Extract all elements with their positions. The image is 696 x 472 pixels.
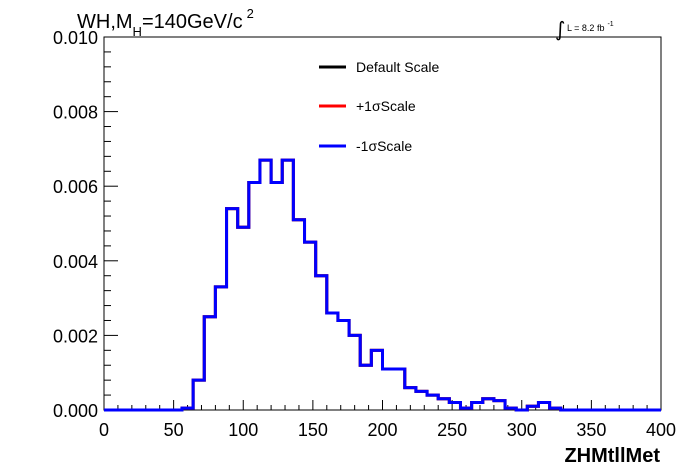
x-tick-label: 50: [164, 420, 184, 440]
x-axis-title: ZHMtllMet: [564, 445, 660, 467]
lumi-prefix: L = 8.2 fb: [567, 23, 604, 33]
y-tick-label: 0.008: [53, 103, 98, 123]
chart-title: WH,MH=140GeV/c 2: [77, 6, 254, 39]
x-tick-label: 200: [367, 420, 397, 440]
series-minus1sigma-scale: [104, 158, 661, 412]
y-axis: 0.000 0.002 0.004 0.006 0.008 0.010: [53, 28, 118, 421]
legend: Default Scale +1σScale -1σScale: [319, 59, 439, 154]
x-tick-label: 400: [646, 420, 676, 440]
lumi-label: L = 8.2 fb -1: [567, 21, 614, 33]
series-plus1sigma-scale: [104, 158, 661, 412]
integral-sign: ∫: [555, 17, 565, 41]
x-tick-label: 150: [298, 420, 328, 440]
x-axis: 0 50 100 150 200 250 300 350 400: [99, 400, 676, 440]
title-mid: =140GeV/c: [142, 11, 243, 33]
y-tick-label: 0.002: [53, 326, 98, 346]
x-tick-label: 300: [507, 420, 537, 440]
series-default-scale: [104, 158, 661, 412]
y-tick-label: 0.010: [53, 28, 98, 48]
title-prefix: WH,M: [77, 11, 133, 33]
x-tick-label: 100: [228, 420, 258, 440]
x-tick-label: 250: [437, 420, 467, 440]
y-tick-label: 0.006: [53, 177, 98, 197]
x-tick-label: 350: [576, 420, 606, 440]
legend-label-minus1sigma: -1σScale: [356, 138, 412, 154]
lumi-superscript: -1: [607, 21, 613, 28]
legend-label-plus1sigma: +1σScale: [356, 98, 416, 114]
title-superscript: 2: [247, 6, 254, 21]
y-tick-label: 0.000: [53, 401, 98, 421]
x-tick-label: 0: [99, 420, 109, 440]
y-tick-label: 0.004: [53, 252, 98, 272]
title-subscript: H: [133, 24, 142, 39]
histogram-lines: [104, 158, 661, 412]
legend-label-default: Default Scale: [356, 59, 439, 75]
